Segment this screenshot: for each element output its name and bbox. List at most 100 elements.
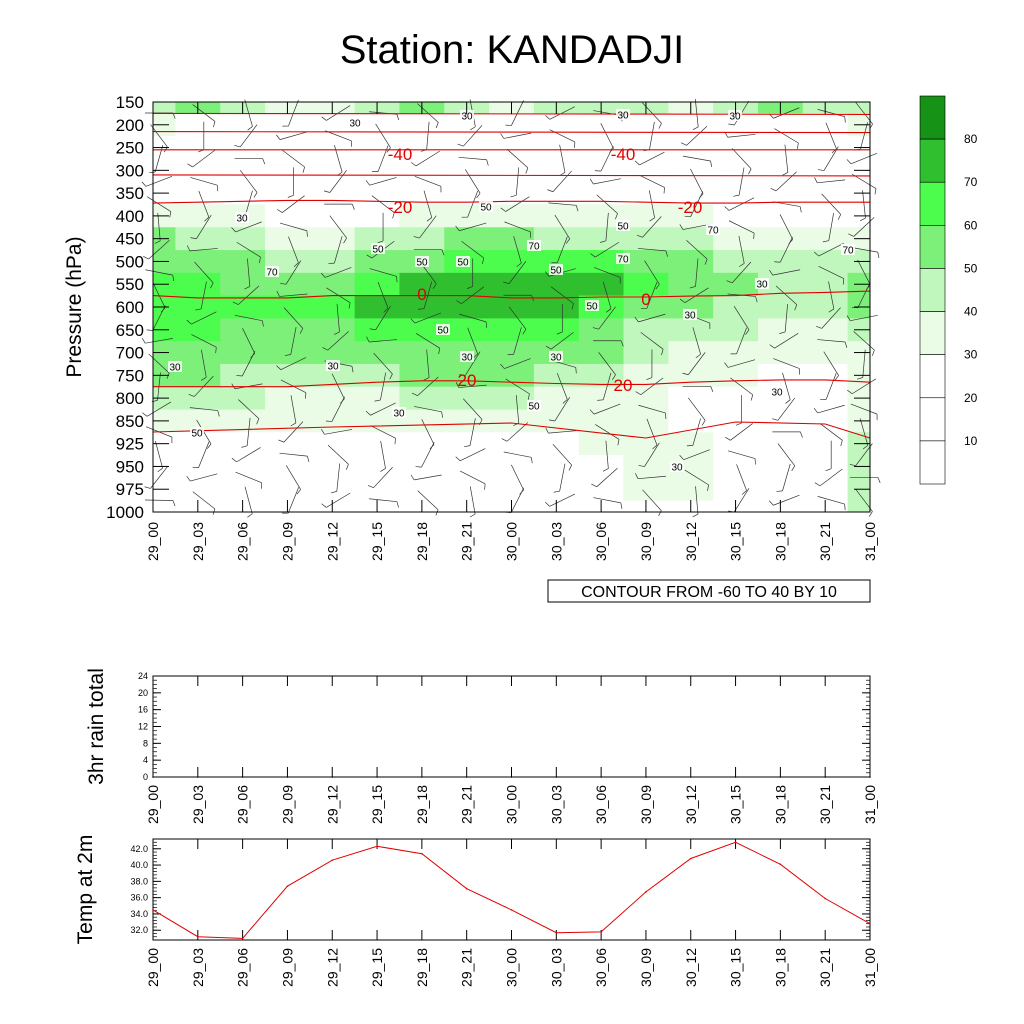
humidity-cell [220,158,266,183]
temperature-contour [153,379,871,388]
wind-barb [458,384,487,388]
wind-barb-flag [527,393,530,400]
wind-barb-flag [680,142,687,146]
humidity-cell [265,363,311,388]
wind-barb [638,404,666,414]
wind-barb-flag [210,282,214,289]
wind-barb [464,169,481,194]
humidity-cell [757,386,804,410]
wind-barb [686,240,708,260]
y-tick-label: 38.0 [130,876,148,886]
temperature-contour-label: -20 [388,198,413,217]
humidity-cell [533,272,580,297]
wind-barb [775,171,797,192]
humidity-cell [309,158,356,183]
wind-barb-flag [186,476,191,482]
y-tick-label: 20 [138,688,148,698]
humidity-cell [668,455,714,479]
humidity-label-bg [460,351,474,362]
humidity-cell [175,477,221,502]
wind-barb [860,122,868,150]
humidity-cell [265,295,311,319]
wind-barb [637,248,666,252]
wind-barb [695,258,699,287]
wind-barb-flag [635,473,639,479]
humidity-cell [668,136,714,160]
wind-barb-flag [612,374,616,381]
wind-barb-flag [634,160,640,166]
data-point [376,776,378,778]
y-tick-label: 300 [116,161,144,180]
wind-barb-flag [844,341,848,348]
wind-barb [194,261,214,284]
wind-barb-flag [383,308,389,313]
wind-barb-flag [814,482,821,487]
wind-barb-flag [707,484,709,491]
humidity-contour-label: 30 [550,353,562,364]
data-point [869,922,871,925]
humidity-cell [265,318,311,342]
wind-barb [191,334,217,348]
wind-barb [282,195,305,213]
humidity-cell [623,432,669,456]
humidity-cell [713,318,759,342]
humidity-cell [444,477,490,502]
wind-barb-flag [575,205,579,212]
wind-barb-flag [750,394,754,401]
wind-barb [326,105,351,121]
wind-barb-flag [207,443,212,449]
wind-barb [821,193,841,215]
wind-barb-flag [345,464,349,470]
wind-barb [549,106,575,120]
wind-barb-flag [837,214,842,220]
y-tick-label: 34.0 [130,909,148,919]
wind-barb [371,195,395,213]
humidity-label-bg [235,212,249,223]
humidity-cell [578,363,625,388]
humidity-contour-label: 30 [729,112,741,123]
humidity-label-bg [585,300,599,311]
humidity-cell [668,318,714,342]
humidity-label-bg [479,201,493,212]
wind-barb [414,474,442,481]
wind-barb [686,125,708,146]
rain-panel: 0 4 8 12 16 20 24 29_00 29_03 29_06 29_09 29_12 29_1… [85,668,878,824]
y-tick-label: 850 [116,412,144,431]
wind-barb [336,463,341,492]
humidity-contour-label: 30 [393,409,405,420]
wind-barb [637,475,666,480]
wind-barb [282,149,305,168]
humidity-cell [175,432,221,456]
wind-barb-flag [695,353,701,359]
wind-barb-flag [545,115,551,120]
wind-barb [417,490,439,511]
wind-barb-flag [877,252,880,259]
wind-barb [459,448,486,462]
wind-barb [334,236,343,264]
humidity-cell [802,295,849,319]
humidity-label-bg [456,256,470,267]
wind-barb-flag [665,250,668,257]
wind-barb-flag [635,391,641,396]
humidity-cell [757,341,804,365]
humidity-label-bg [841,244,855,255]
humidity-cell [489,250,535,274]
wind-barb-flag [351,366,354,373]
x-tick-label: 29_12 [324,948,340,987]
wind-barb [738,167,745,196]
humidity-cell [309,250,356,274]
colorbar-label: 10 [964,434,978,448]
data-point [421,852,423,855]
wind-barb [825,122,837,149]
wind-barb-flag [323,190,330,193]
heatmap-panel: 30 30 30 30 30 50 50 70 50 70 70 50 50 70 50 70 50 50 30 30… [63,93,881,603]
wind-barb [646,282,658,309]
humidity-contour-label: 30 [771,388,783,399]
wind-barb-flag [304,392,307,399]
data-point [241,776,244,778]
humidity-contour-label: 70 [266,268,278,279]
humidity-cell [668,181,714,205]
wind-barb [148,353,170,374]
data-point [824,776,826,778]
